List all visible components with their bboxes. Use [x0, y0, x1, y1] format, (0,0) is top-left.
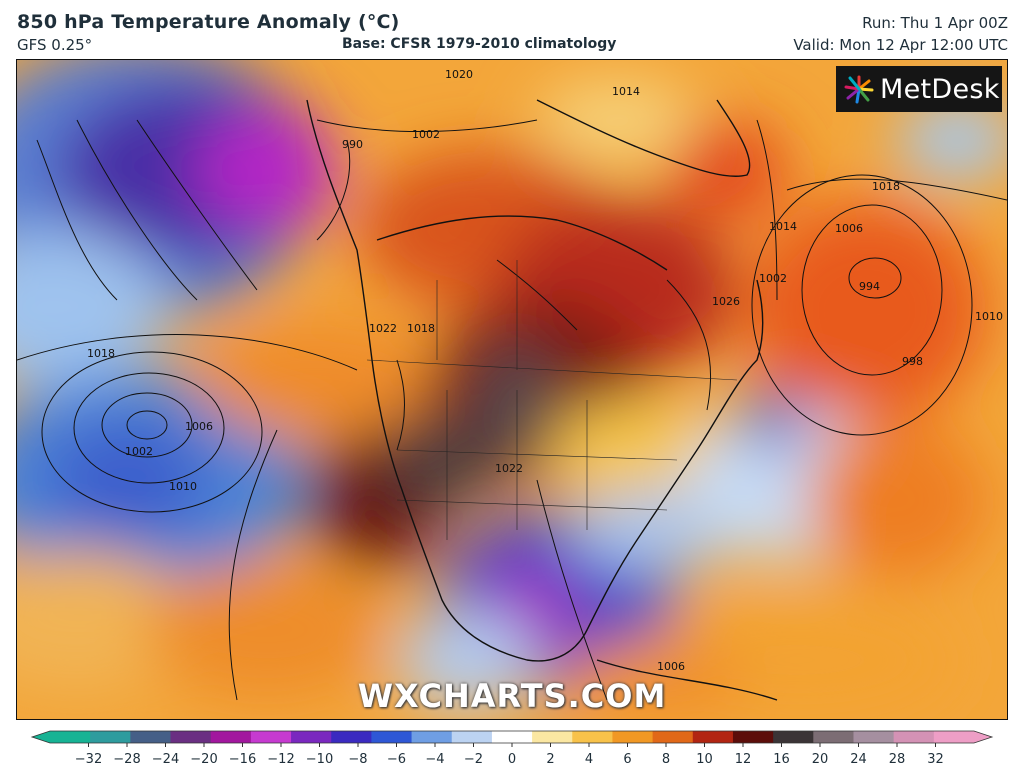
colorbar-swatch	[572, 731, 614, 743]
model-name: GFS 0.25°	[17, 36, 93, 54]
isobar-label: 1014	[769, 220, 797, 233]
metdesk-star-icon	[844, 75, 874, 104]
colorbar-tick-label: −8	[348, 752, 367, 767]
colorbar-swatch	[933, 731, 975, 743]
isobar-label: 1018	[87, 347, 115, 360]
colorbar-tick-label: 24	[850, 752, 867, 767]
colorbar-tick-label: −24	[152, 752, 179, 767]
colorbar-tick-label: 10	[696, 752, 713, 767]
isobars	[17, 119, 1007, 701]
colorbar-tick-label: −2	[464, 752, 483, 767]
isobar-label: 1002	[759, 272, 787, 285]
isobar-label: 1022	[495, 462, 523, 475]
valid-time: Valid: Mon 12 Apr 12:00 UTC	[793, 36, 1008, 54]
colorbar-swatch	[170, 731, 212, 743]
coastlines	[306, 99, 778, 701]
colorbar-swatch	[331, 731, 372, 743]
isobar-label: 1002	[125, 445, 153, 458]
colorbar-swatch	[371, 731, 413, 743]
isobar-label: 1018	[872, 180, 900, 193]
colorbar-swatch	[732, 731, 774, 743]
colorbar-outline	[30, 730, 994, 744]
isobar-labels: 1020 1002 990 1014 1014 1018 1006 994 10…	[87, 68, 1003, 673]
colorbar: −32 −28 −24 −20 −16 −12 −10 −8 −6 −4 −2 0 2 4 6 8 10 12 16…	[30, 727, 994, 779]
run-time: Run: Thu 1 Apr 00Z	[862, 14, 1008, 32]
colorbar-max-arrow	[974, 731, 992, 743]
colorbar-tick-label: −4	[425, 752, 444, 767]
colorbar-swatch	[893, 731, 935, 743]
colorbar-tick-label: 28	[889, 752, 906, 767]
colorbar-tick-label: −20	[190, 752, 217, 767]
colorbar-swatch	[90, 731, 131, 743]
colorbar-tick-label: 8	[662, 752, 670, 767]
isobar-label: 1020	[445, 68, 473, 81]
watermark: WXCHARTS.COM	[357, 677, 667, 715]
boundaries	[366, 260, 738, 540]
map-canvas: 1020 1002 990 1014 1014 1018 1006 994 10…	[17, 60, 1007, 719]
isobar-label: 1018	[407, 322, 435, 335]
colorbar-swatch	[250, 731, 292, 743]
metdesk-logo: MetDesk	[836, 66, 1002, 112]
colorbar-swatch	[773, 731, 814, 743]
colorbar-tick-label: −6	[387, 752, 406, 767]
isobar-label: 998	[902, 355, 923, 368]
isobar-label: 1014	[612, 85, 640, 98]
colorbar-min-arrow	[32, 731, 50, 743]
colorbar-swatch	[491, 731, 533, 743]
isobar-label: 1006	[657, 660, 685, 673]
colorbar-tick-label: −32	[75, 752, 102, 767]
colorbar-swatch	[50, 731, 91, 743]
colorbar-swatch	[451, 731, 493, 743]
colorbar-swatch	[532, 731, 573, 743]
colorbar-swatch	[692, 731, 734, 743]
isobar-label: 1006	[185, 420, 213, 433]
isobar-label: 1010	[975, 310, 1003, 323]
colorbar-tick-label: −12	[267, 752, 294, 767]
colorbar-tick-label: 16	[773, 752, 790, 767]
isobar-label: 1010	[169, 480, 197, 493]
isobar-label: 1022	[369, 322, 397, 335]
isobar-label: 1002	[412, 128, 440, 141]
colorbar-tick-label: 6	[623, 752, 631, 767]
colorbar-swatch	[612, 731, 654, 743]
colorbar-tick-label: 4	[585, 752, 593, 767]
anomaly-map: 1020 1002 990 1014 1014 1018 1006 994 10…	[16, 59, 1008, 720]
colorbar-swatch	[813, 731, 855, 743]
colorbar-tick-label: −16	[229, 752, 256, 767]
colorbar-tick-label: 2	[546, 752, 554, 767]
colorbar-swatch	[853, 731, 895, 743]
anomaly-field	[17, 60, 1007, 719]
map-title: 850 hPa Temperature Anomaly (°C)	[17, 11, 400, 33]
colorbar-tick-label: 12	[735, 752, 752, 767]
isobar-label: 990	[342, 138, 363, 151]
colorbar-swatch	[130, 731, 172, 743]
colorbar-swatch	[210, 731, 252, 743]
colorbar-tick-label: −28	[113, 752, 140, 767]
isobar-label: 994	[859, 280, 880, 293]
isobar-label: 1006	[835, 222, 863, 235]
isobar-label: 1026	[712, 295, 740, 308]
climatology-base: Base: CFSR 1979-2010 climatology	[342, 36, 617, 52]
colorbar-swatch	[652, 731, 694, 743]
colorbar-tick-label: 20	[812, 752, 829, 767]
colorbar-swatch	[411, 731, 453, 743]
colorbar-swatch	[291, 731, 332, 743]
colorbar-tick-label: 32	[927, 752, 944, 767]
colorbar-tick-label: 0	[508, 752, 516, 767]
colorbar-svg: −32 −28 −24 −20 −16 −12 −10 −8 −6 −4 −2 0 2 4 6 8 10 12 16…	[30, 730, 994, 767]
logo-text: MetDesk	[880, 73, 1000, 105]
colorbar-tick-label: −10	[306, 752, 333, 767]
